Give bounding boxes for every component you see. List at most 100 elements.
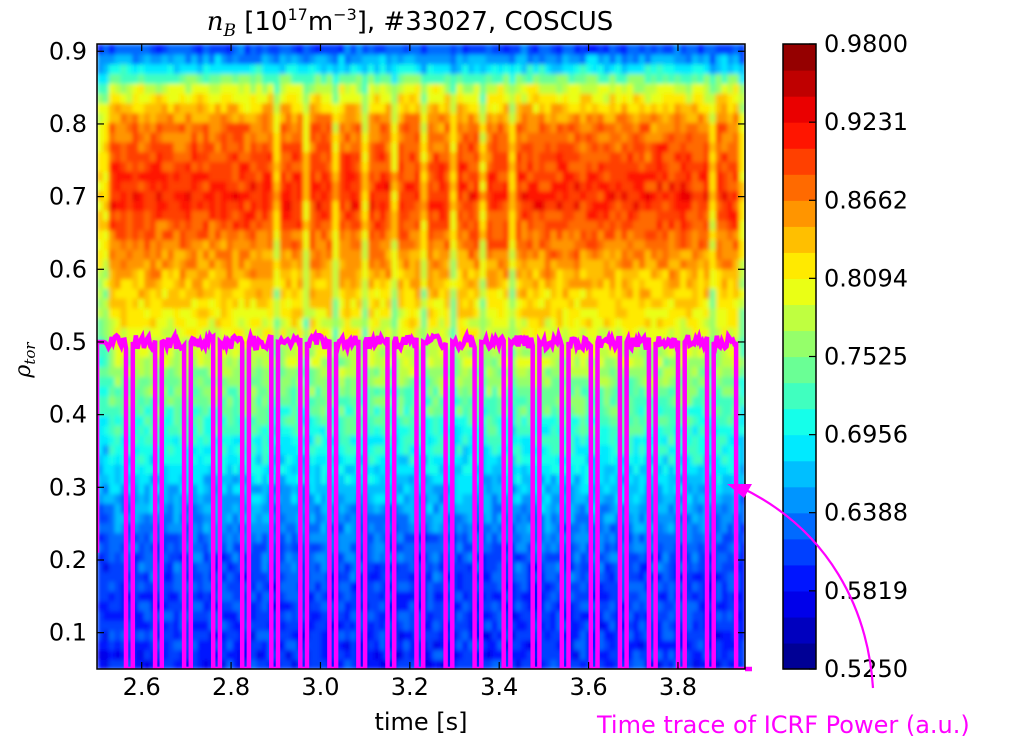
heatmap-cell	[232, 327, 240, 338]
heatmap-cell	[291, 356, 299, 368]
heatmap-cell	[515, 161, 522, 172]
heatmap-cell	[356, 83, 363, 94]
heatmap-cell	[503, 327, 511, 338]
heatmap-cell	[220, 141, 228, 153]
heatmap-cell	[167, 73, 175, 84]
heatmap-cell	[515, 317, 522, 329]
heatmap-cell	[344, 44, 352, 55]
heatmap-cell	[220, 190, 228, 202]
heatmap-cell	[544, 649, 552, 661]
heatmap-cell	[491, 131, 499, 143]
heatmap-cell	[444, 131, 452, 143]
heatmap-cell	[173, 571, 181, 582]
heatmap-cell	[550, 581, 558, 592]
heatmap-cell	[379, 151, 387, 162]
heatmap-cell	[102, 122, 110, 133]
heatmap-cell	[509, 483, 517, 495]
heatmap-cell	[373, 170, 381, 182]
heatmap-cell	[356, 141, 363, 153]
heatmap-cell	[220, 424, 228, 436]
heatmap-cell	[144, 258, 151, 270]
heatmap-cell	[144, 170, 151, 182]
heatmap-cell	[256, 112, 263, 123]
heatmap-cell	[197, 131, 204, 143]
heatmap-cell	[397, 131, 405, 143]
heatmap-cell	[256, 249, 263, 260]
heatmap-cell	[256, 44, 263, 55]
heatmap-cell	[244, 122, 251, 133]
heatmap-cell	[544, 44, 552, 55]
heatmap-cell	[220, 307, 228, 319]
heatmap-cell	[108, 590, 116, 602]
heatmap-cell	[332, 102, 340, 114]
heatmap-cell	[309, 44, 316, 55]
heatmap-cell	[167, 122, 175, 133]
heatmap-cell	[314, 92, 322, 104]
heatmap-cell	[532, 590, 540, 602]
heatmap-cell	[102, 561, 110, 573]
heatmap-cell	[244, 180, 251, 192]
heatmap-cell	[314, 649, 322, 661]
heatmap-cell	[515, 434, 522, 446]
heatmap-cell	[173, 639, 181, 651]
heatmap-cell	[203, 92, 210, 104]
heatmap-cell	[279, 522, 287, 534]
heatmap-cell	[238, 288, 246, 299]
heatmap-cell	[509, 356, 517, 368]
heatmap-cell	[138, 532, 145, 543]
heatmap-cell	[462, 590, 469, 602]
heatmap-cell	[432, 258, 440, 270]
heatmap-cell	[462, 463, 469, 475]
heatmap-cell	[155, 649, 163, 661]
heatmap-cell	[97, 512, 104, 524]
heatmap-cell	[468, 278, 475, 289]
heatmap-cell	[297, 44, 304, 55]
heatmap-cell	[491, 73, 499, 84]
heatmap-cell	[191, 317, 198, 329]
heatmap-cell	[415, 92, 422, 104]
heatmap-cell	[173, 600, 181, 612]
heatmap-cell	[444, 405, 452, 416]
heatmap-cell	[479, 131, 487, 143]
heatmap-cell	[314, 571, 322, 582]
heatmap-cell	[468, 473, 475, 485]
heatmap-cell	[550, 327, 558, 338]
heatmap-cell	[132, 210, 140, 221]
heatmap-cell	[379, 502, 387, 514]
heatmap-cell	[344, 649, 352, 661]
heatmap-cell	[527, 512, 534, 524]
heatmap-cell	[279, 620, 287, 631]
heatmap-cell	[97, 317, 104, 329]
heatmap-cell	[114, 73, 122, 84]
heatmap-cell	[397, 92, 405, 104]
heatmap-cell	[509, 444, 517, 455]
heatmap-cell	[185, 92, 193, 104]
heatmap-cell	[220, 83, 228, 94]
heatmap-cell	[503, 405, 511, 416]
heatmap-cell	[102, 395, 110, 407]
heatmap-cell	[544, 170, 552, 182]
heatmap-cell	[497, 532, 505, 543]
heatmap-cell	[214, 131, 222, 143]
heatmap-cell	[538, 219, 546, 231]
heatmap-cell	[421, 102, 428, 114]
heatmap-cell	[291, 161, 299, 172]
heatmap-cell	[426, 317, 434, 329]
heatmap-cell	[403, 600, 411, 612]
heatmap-cell	[97, 415, 104, 426]
heatmap-cell	[203, 424, 210, 436]
heatmap-cell	[150, 219, 157, 231]
heatmap-cell	[338, 659, 346, 669]
heatmap-cell	[474, 629, 481, 641]
heatmap-cell	[491, 112, 499, 123]
heatmap-cell	[367, 356, 375, 368]
heatmap-cell	[167, 454, 175, 465]
heatmap-cell	[309, 102, 316, 114]
heatmap-cell	[373, 258, 381, 270]
heatmap-cell	[426, 444, 434, 455]
heatmap-cell	[97, 239, 104, 250]
heatmap-cell	[456, 502, 464, 514]
heatmap-cell	[297, 288, 304, 299]
heatmap-cell	[173, 53, 181, 65]
heatmap-cell	[415, 44, 422, 55]
